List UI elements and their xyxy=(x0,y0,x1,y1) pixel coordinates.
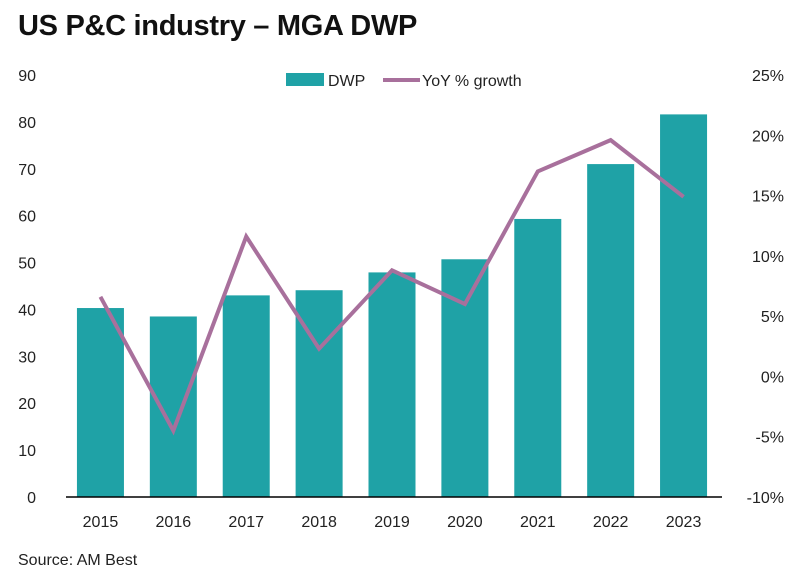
x-axis-tick-label: 2023 xyxy=(666,514,702,531)
bar-2017 xyxy=(222,295,270,497)
left-axis-tick-label: 80 xyxy=(18,115,36,132)
source-note: Source: AM Best xyxy=(18,552,138,569)
bar-2023 xyxy=(660,114,708,498)
x-axis-tick-label: 2015 xyxy=(83,514,119,531)
left-axis-tick-label: 90 xyxy=(18,68,36,85)
left-axis-tick-label: 60 xyxy=(18,209,36,226)
legend-label-yoy: YoY % growth xyxy=(422,73,522,90)
left-axis-tick-label: 50 xyxy=(18,256,36,273)
left-axis-tick-label: 0 xyxy=(27,490,36,507)
right-axis-tick-label: 25% xyxy=(752,68,784,85)
x-axis-tick-label: 2022 xyxy=(593,514,629,531)
left-axis-tick-label: 10 xyxy=(18,443,36,460)
left-axis-tick-label: 20 xyxy=(18,396,36,413)
legend-swatch-dwp xyxy=(286,73,324,86)
bar-2021 xyxy=(514,218,562,497)
bar-2022 xyxy=(587,164,635,498)
left-axis-tick-label: 70 xyxy=(18,162,36,179)
x-axis-tick-label: 2016 xyxy=(156,514,192,531)
bar-2016 xyxy=(149,316,197,497)
x-axis-tick-label: 2017 xyxy=(228,514,264,531)
left-axis-tick-label: 30 xyxy=(18,349,36,366)
bar-2015 xyxy=(76,308,124,497)
right-axis-tick-label: 20% xyxy=(752,128,784,145)
right-axis-tick-label: -10% xyxy=(747,490,784,507)
legend-label-dwp: DWP xyxy=(328,73,365,90)
left-axis-tick-label: 40 xyxy=(18,302,36,319)
right-axis-tick-label: -5% xyxy=(756,430,784,447)
right-axis-tick-label: 0% xyxy=(761,369,784,386)
x-axis-tick-label: 2018 xyxy=(301,514,337,531)
bar-2019 xyxy=(368,272,416,497)
right-axis-tick-label: 15% xyxy=(752,189,784,206)
chart-title: US P&C industry – MGA DWP xyxy=(18,10,418,42)
x-axis-tick-label: 2020 xyxy=(447,514,483,531)
right-axis-tick-label: 10% xyxy=(752,249,784,266)
right-axis-tick-label: 5% xyxy=(761,309,784,326)
x-axis-tick-label: 2019 xyxy=(374,514,410,531)
x-axis-tick-label: 2021 xyxy=(520,514,556,531)
